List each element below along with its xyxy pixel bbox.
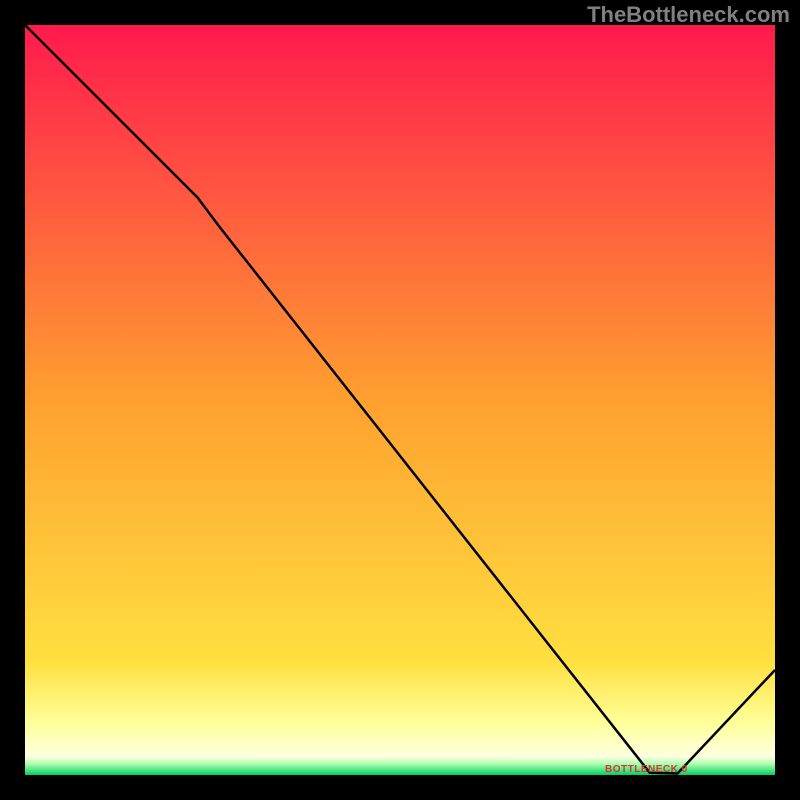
plot-area: BOTTLENECK 0	[25, 25, 775, 775]
bottleneck-marker: BOTTLENECK 0	[605, 764, 688, 775]
watermark-text: TheBottleneck.com	[587, 2, 790, 28]
curve-line	[25, 25, 775, 775]
chart-container: TheBottleneck.com BOTTLENECK 0	[0, 0, 800, 800]
